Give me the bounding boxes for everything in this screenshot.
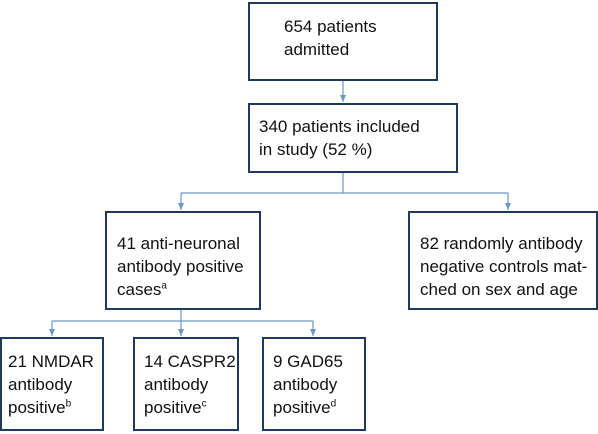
footnote-marker-b: b bbox=[65, 398, 72, 410]
footnote-marker-d: d bbox=[330, 398, 337, 410]
positive-cases-text: 41 anti-neuronal antibody positive cases bbox=[117, 234, 244, 299]
admitted-text: 654 patients admitted bbox=[284, 17, 377, 59]
nmdar-text: 21 NMDAR antibody positive bbox=[8, 352, 94, 417]
gad65-box: 9 GAD65 antibody positived bbox=[262, 337, 366, 431]
controls-box: 82 randomly antibody negative controls m… bbox=[408, 211, 598, 310]
footnote-marker-a: a bbox=[161, 280, 167, 292]
positive-cases-box: 41 anti-neuronal antibody positive cases… bbox=[105, 211, 261, 310]
gad65-text: 9 GAD65 antibody positive bbox=[273, 352, 343, 417]
included-box: 340 patients included in study (52 %) bbox=[248, 103, 458, 173]
caspr2-box: 14 CASPR2 antibody positivec bbox=[133, 337, 239, 431]
included-text: 340 patients included in study (52 %) bbox=[259, 117, 420, 159]
admitted-box: 654 patients admitted bbox=[248, 2, 438, 81]
nmdar-box: 21 NMDAR antibody positiveb bbox=[0, 337, 104, 431]
caspr2-text: 14 CASPR2 antibody positive bbox=[144, 352, 236, 417]
footnote-marker-c: c bbox=[201, 398, 207, 410]
controls-text: 82 randomly antibody negative controls m… bbox=[420, 234, 588, 299]
